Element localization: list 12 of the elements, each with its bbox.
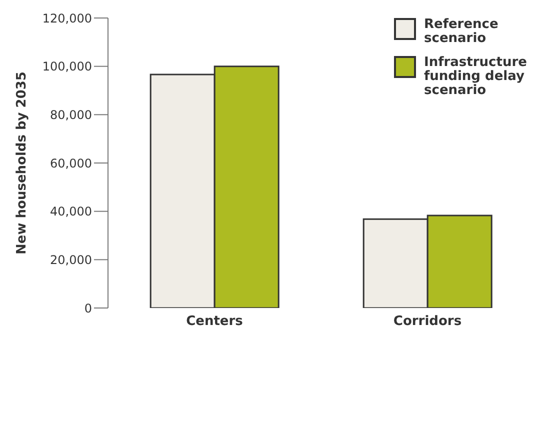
y-tick-label: 20,000 (50, 252, 92, 267)
y-tick-label: 100,000 (42, 60, 92, 74)
y-tick-label: 120,000 (42, 11, 92, 26)
legend-label: Reference scenario (424, 17, 500, 46)
legend-label: Infrastructure funding delay scenario (424, 55, 528, 98)
y-axis-title: New households by 2035 (14, 72, 30, 254)
x-tick-label: Centers (186, 314, 244, 330)
y-tick-label: 80,000 (50, 108, 92, 122)
x-tick-label: Corridors (393, 314, 462, 330)
y-tick-label: 40,000 (50, 204, 92, 219)
y-tick-label: 60,000 (50, 156, 92, 170)
y-tick-label: 0 (84, 301, 92, 316)
